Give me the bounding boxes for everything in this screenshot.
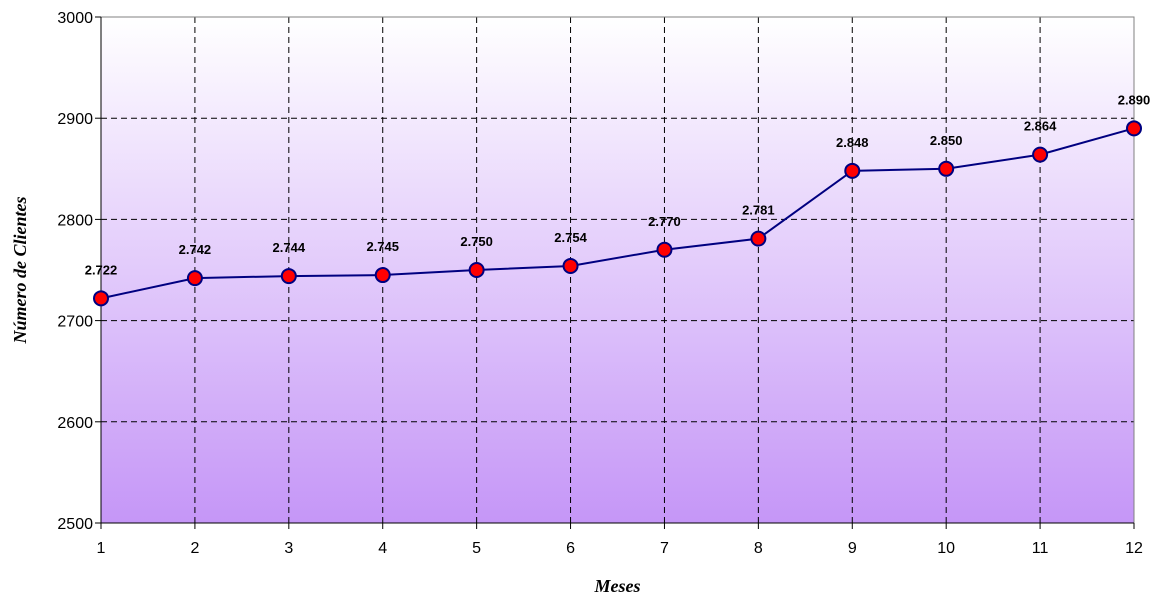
series-line: [100, 127, 1135, 300]
data-label: 2.722: [85, 262, 118, 277]
data-point: [562, 257, 579, 274]
plot-area: [101, 17, 1134, 523]
data-label: 2.781: [742, 203, 775, 218]
data-label: 2.848: [836, 135, 869, 150]
data-point: [844, 162, 861, 179]
data-label: 2.864: [1024, 119, 1057, 134]
data-point: [1032, 146, 1049, 163]
y-tick-label: 2500: [57, 516, 93, 533]
data-point: [656, 241, 673, 258]
data-label: 2.770: [648, 214, 681, 229]
x-tick-label: 12: [1125, 540, 1143, 557]
x-tick-label: 2: [190, 540, 199, 557]
y-axis-title: Número de Clientes: [10, 197, 30, 345]
data-label: 2.742: [179, 242, 212, 257]
data-point: [468, 262, 485, 278]
data-point: [1126, 120, 1142, 137]
data-point: [374, 267, 391, 284]
data-label: 2.890: [1118, 92, 1151, 107]
data-label: 2.754: [554, 230, 587, 245]
x-tick-label: 6: [566, 540, 575, 557]
series-layer: [93, 120, 1142, 307]
x-tick-label: 9: [848, 540, 857, 557]
y-tick-label: 2900: [57, 111, 93, 128]
data-point: [938, 160, 955, 177]
data-point: [93, 290, 109, 307]
x-tick-label: 11: [1032, 540, 1049, 557]
x-tick-label: 10: [937, 540, 955, 557]
x-tick-label: 7: [660, 540, 669, 557]
data-label: 2.744: [273, 240, 306, 255]
data-labels: 2.722 2.742 2.744 2.745 2.750 2.754 2.770 2.781…: [85, 92, 1151, 277]
data-label: 2.745: [366, 239, 399, 254]
x-tick-label: 8: [754, 540, 763, 557]
data-label: 2.750: [460, 234, 493, 249]
x-tick-label: 4: [378, 540, 387, 557]
x-tick-label: 5: [472, 540, 481, 557]
x-tick-label: 1: [97, 540, 106, 557]
x-axis-title: Meses: [594, 576, 641, 596]
y-tick-label: 3000: [57, 10, 93, 27]
y-tick-label: 2800: [57, 212, 93, 229]
data-point: [280, 268, 297, 285]
data-label: 2.850: [930, 133, 963, 148]
data-point: [750, 230, 767, 247]
y-tick-label: 2600: [57, 415, 93, 432]
x-tick-label: 3: [284, 540, 293, 557]
y-tick-label: 2700: [57, 314, 93, 331]
data-point: [186, 270, 203, 287]
